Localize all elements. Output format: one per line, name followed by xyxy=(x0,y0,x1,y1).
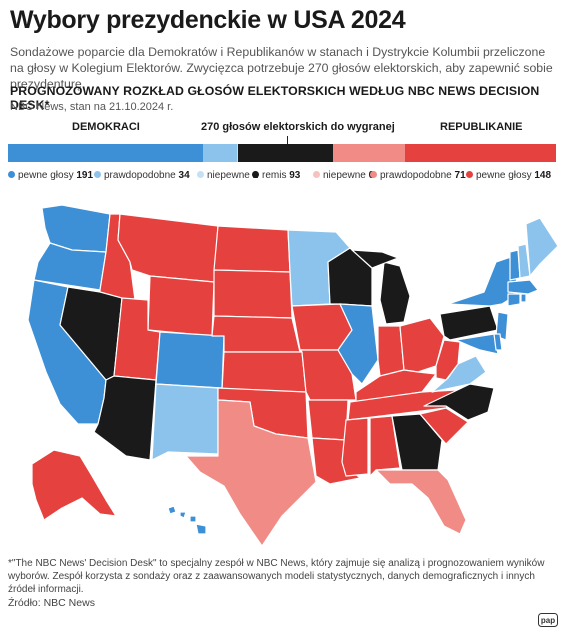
state-new-mexico xyxy=(151,383,219,461)
rep-label: REPUBLIKANIE xyxy=(440,121,523,133)
bar-segment xyxy=(8,144,204,162)
legend-dot-icon xyxy=(313,171,320,178)
state-georgia xyxy=(391,413,443,471)
legend-item: prawdopodobne 71 xyxy=(370,170,466,181)
bar-segment xyxy=(405,144,557,162)
legend-dot-icon xyxy=(197,171,204,178)
section-title: PROGNOZOWANY ROZKŁAD GŁOSÓW ELEKTORSKICH… xyxy=(10,84,540,112)
state-delaware xyxy=(493,333,503,351)
state-alabama xyxy=(369,415,401,477)
legend-value: 71 xyxy=(454,170,466,181)
state-florida xyxy=(375,469,467,535)
pap-logo-icon: pap xyxy=(538,613,558,627)
legend-dot-icon xyxy=(370,171,377,178)
legend-item: niepewne 1 xyxy=(197,170,258,181)
electoral-vote-bar xyxy=(8,144,557,162)
state-michigan xyxy=(379,261,411,325)
state-arkansas xyxy=(307,399,349,441)
bar-segment xyxy=(332,144,406,162)
state-colorado xyxy=(155,331,225,389)
legend-label: remis xyxy=(262,170,290,181)
state-south-carolina xyxy=(419,407,469,445)
legend-dot-icon xyxy=(252,171,259,178)
state-nebraska xyxy=(211,315,301,353)
state-hawaii-2 xyxy=(179,511,187,519)
legend-value: 148 xyxy=(534,170,552,181)
source: Źródło: NBC News xyxy=(8,597,95,609)
legend-dot-icon xyxy=(466,171,473,178)
state-hawaii-4 xyxy=(195,523,207,535)
threshold-tick xyxy=(287,136,288,146)
svg-text:pap: pap xyxy=(541,616,555,625)
state-hawaii-3 xyxy=(189,515,197,523)
legend-item: prawdopodobne 34 xyxy=(94,170,190,181)
state-rhode-island xyxy=(520,293,527,303)
legend-dot-icon xyxy=(8,171,15,178)
state-maryland xyxy=(455,333,499,355)
state-north-dakota xyxy=(213,225,291,273)
state-south-dakota xyxy=(213,269,293,319)
state-texas xyxy=(185,399,317,547)
legend-item: niepewne 0 xyxy=(313,170,374,181)
legend-label: prawdopodobne xyxy=(380,170,455,181)
legend-label: niepewne xyxy=(207,170,253,181)
legend-label: pewne głosy xyxy=(476,170,535,181)
us-map xyxy=(27,204,559,547)
state-alaska xyxy=(31,449,117,521)
page-title: Wybory prezydenckie w USA 2024 xyxy=(10,6,406,34)
legend-label: prawdopodobne xyxy=(104,170,179,181)
legend-value: 191 xyxy=(76,170,94,181)
state-illinois xyxy=(337,303,379,385)
legend-item: remis 93 xyxy=(252,170,300,181)
state-kansas xyxy=(221,351,307,393)
legend-value: 34 xyxy=(178,170,190,181)
state-west-virginia xyxy=(435,339,461,381)
legend-dot-icon xyxy=(94,171,101,178)
state-new-jersey xyxy=(495,311,509,341)
state-mississippi xyxy=(341,417,369,477)
bar-segment xyxy=(238,144,334,162)
source-date-line: NBC News, stan na 21.10.2024 r. xyxy=(10,101,174,113)
legend-item: pewne głosy 148 xyxy=(466,170,551,181)
legend-value: 93 xyxy=(289,170,301,181)
legend-label: niepewne xyxy=(323,170,369,181)
bar-segment xyxy=(237,144,239,162)
legend-item: pewne głosy 191 xyxy=(8,170,93,181)
state-wyoming xyxy=(147,275,215,337)
legend-label: pewne głosy xyxy=(18,170,77,181)
state-arizona xyxy=(93,375,157,461)
state-michigan-upper xyxy=(351,249,399,269)
state-montana xyxy=(117,213,219,283)
state-maine xyxy=(525,217,559,277)
threshold-label: 270 głosów elektorskich do wygranej xyxy=(201,121,395,133)
footnote: *"The NBC News' Decision Desk" to specja… xyxy=(8,558,545,595)
state-pennsylvania xyxy=(439,305,499,341)
state-hawaii xyxy=(167,505,177,515)
bar-segment xyxy=(202,144,238,162)
state-connecticut xyxy=(507,293,521,307)
dem-label: DEMOKRACI xyxy=(72,121,140,133)
state-massachusetts xyxy=(507,279,539,295)
page-subtitle: Sondażowe poparcie dla Demokratów i Repu… xyxy=(10,45,553,91)
